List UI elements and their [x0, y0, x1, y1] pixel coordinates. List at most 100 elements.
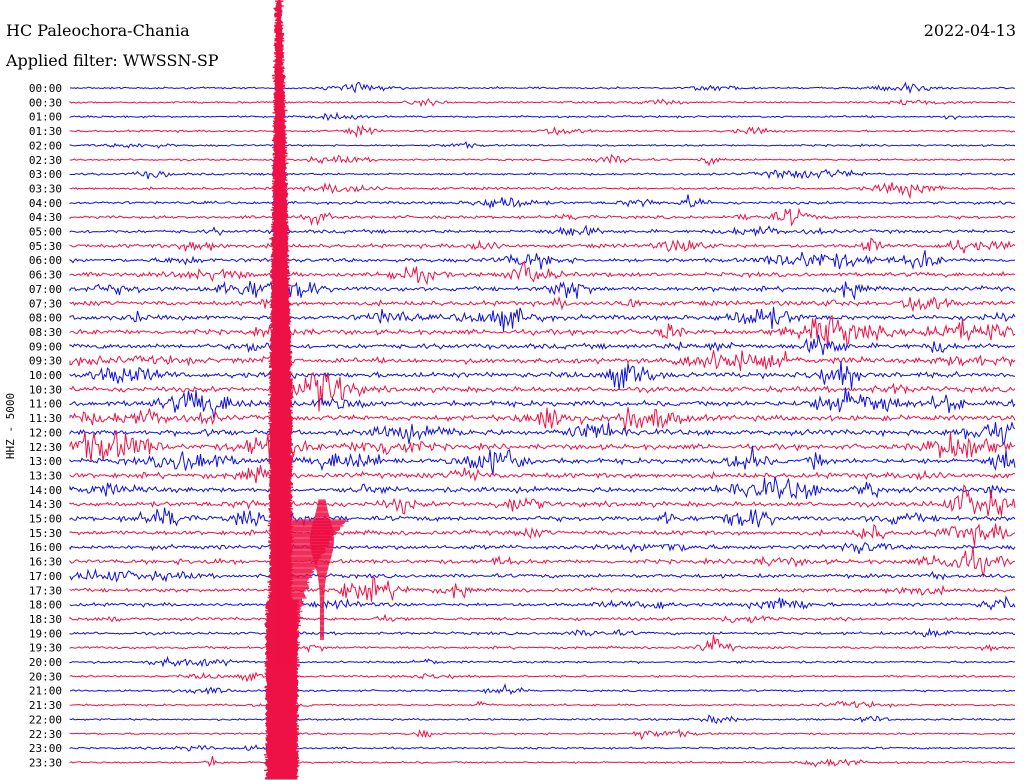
trace-line — [69, 425, 1016, 462]
row-label: 12:00 — [29, 426, 62, 439]
row-label: 00:30 — [29, 96, 62, 109]
row-label: 08:30 — [29, 326, 62, 339]
row-label: 09:30 — [29, 355, 62, 368]
row-label: 13:00 — [29, 455, 62, 468]
row-label: 00:00 — [29, 82, 62, 95]
row-label: 14:00 — [29, 484, 62, 497]
trace-line — [69, 207, 1016, 227]
trace-line — [69, 111, 1016, 122]
trace-line — [69, 387, 1016, 419]
trace-line — [69, 153, 1016, 167]
row-label: 09:00 — [29, 340, 62, 353]
row-label: 03:30 — [29, 182, 62, 195]
channel-label: HHZ - 5000 — [4, 393, 17, 459]
trace-line — [69, 250, 1016, 270]
row-label: 21:30 — [29, 699, 62, 712]
station-title: HC Paleochora-Chania — [6, 21, 190, 40]
trace-line — [69, 194, 1016, 210]
trace-line — [69, 168, 1016, 180]
row-label: 18:00 — [29, 599, 62, 612]
quake-coda — [278, 519, 349, 665]
trace-line — [69, 613, 1016, 624]
row-label: 01:00 — [29, 111, 62, 124]
row-label: 14:30 — [29, 498, 62, 511]
row-label: 20:00 — [29, 656, 62, 669]
aftershock-spike — [310, 499, 334, 640]
row-label: 22:00 — [29, 713, 62, 726]
trace-line — [69, 483, 1016, 516]
row-label: 11:00 — [29, 398, 62, 411]
row-label: 10:00 — [29, 369, 62, 382]
row-label: 12:30 — [29, 441, 62, 454]
trace-line — [69, 237, 1016, 254]
row-label: 15:00 — [29, 513, 62, 526]
trace-line — [69, 224, 1016, 237]
trace-line — [69, 81, 1016, 95]
row-label: 19:00 — [29, 627, 62, 640]
trace-line — [69, 407, 1016, 432]
row-label: 21:00 — [29, 685, 62, 698]
date-label: 2022-04-13 — [924, 21, 1016, 40]
trace-line — [69, 595, 1016, 611]
row-label: 07:30 — [29, 297, 62, 310]
row-label: 17:30 — [29, 584, 62, 597]
trace-line — [69, 306, 1016, 332]
trace-line — [69, 744, 1016, 752]
traces — [69, 81, 1016, 768]
trace-line — [69, 655, 1016, 668]
trace-line — [69, 124, 1016, 139]
row-label: 02:30 — [29, 154, 62, 167]
earthquake-arrival — [263, 0, 349, 780]
trace-line — [69, 507, 1016, 528]
row-label: 16:30 — [29, 556, 62, 569]
row-label: 22:30 — [29, 728, 62, 741]
trace-line — [69, 671, 1016, 683]
trace-line — [69, 422, 1016, 446]
trace-line — [69, 361, 1016, 390]
row-label: 04:30 — [29, 211, 62, 224]
trace-line — [69, 541, 1016, 555]
row-label: 23:30 — [29, 756, 62, 769]
trace-line — [69, 465, 1016, 484]
trace-line — [69, 295, 1016, 313]
row-label: 15:30 — [29, 527, 62, 540]
row-label: 13:30 — [29, 469, 62, 482]
trace-line — [69, 314, 1016, 346]
row-label: 11:30 — [29, 412, 62, 425]
trace-line — [69, 568, 1016, 583]
trace-line — [69, 714, 1016, 724]
row-label: 05:00 — [29, 226, 62, 239]
row-label: 01:30 — [29, 125, 62, 138]
row-label: 02:00 — [29, 139, 62, 152]
trace-line — [69, 634, 1016, 654]
row-label: 04:00 — [29, 197, 62, 210]
row-label: 08:00 — [29, 312, 62, 325]
trace-line — [69, 476, 1016, 500]
filter-label: Applied filter: WWSSN-SP — [5, 51, 219, 70]
trace-line — [69, 334, 1016, 356]
row-label: 23:00 — [29, 742, 62, 755]
row-label: 16:00 — [29, 541, 62, 554]
trace-line — [69, 728, 1016, 741]
trace-line — [70, 683, 1016, 696]
row-label: 20:30 — [29, 670, 62, 683]
trace-line — [69, 98, 1015, 108]
row-label: 07:00 — [29, 283, 62, 296]
row-label: 05:30 — [29, 240, 62, 253]
trace-line — [69, 260, 1016, 286]
row-label: 10:30 — [29, 383, 62, 396]
trace-line — [69, 523, 1016, 546]
trace-line — [69, 627, 1016, 638]
trace-line — [69, 371, 1016, 412]
trace-line — [69, 699, 1016, 709]
trace-line — [69, 445, 1016, 475]
row-label: 03:00 — [29, 168, 62, 181]
row-label: 06:00 — [29, 254, 62, 267]
row-label: 17:00 — [29, 570, 62, 583]
trace-line — [69, 755, 1016, 768]
row-label: 06:30 — [29, 269, 62, 282]
trace-line — [69, 545, 1016, 578]
trace-line — [69, 350, 1016, 371]
